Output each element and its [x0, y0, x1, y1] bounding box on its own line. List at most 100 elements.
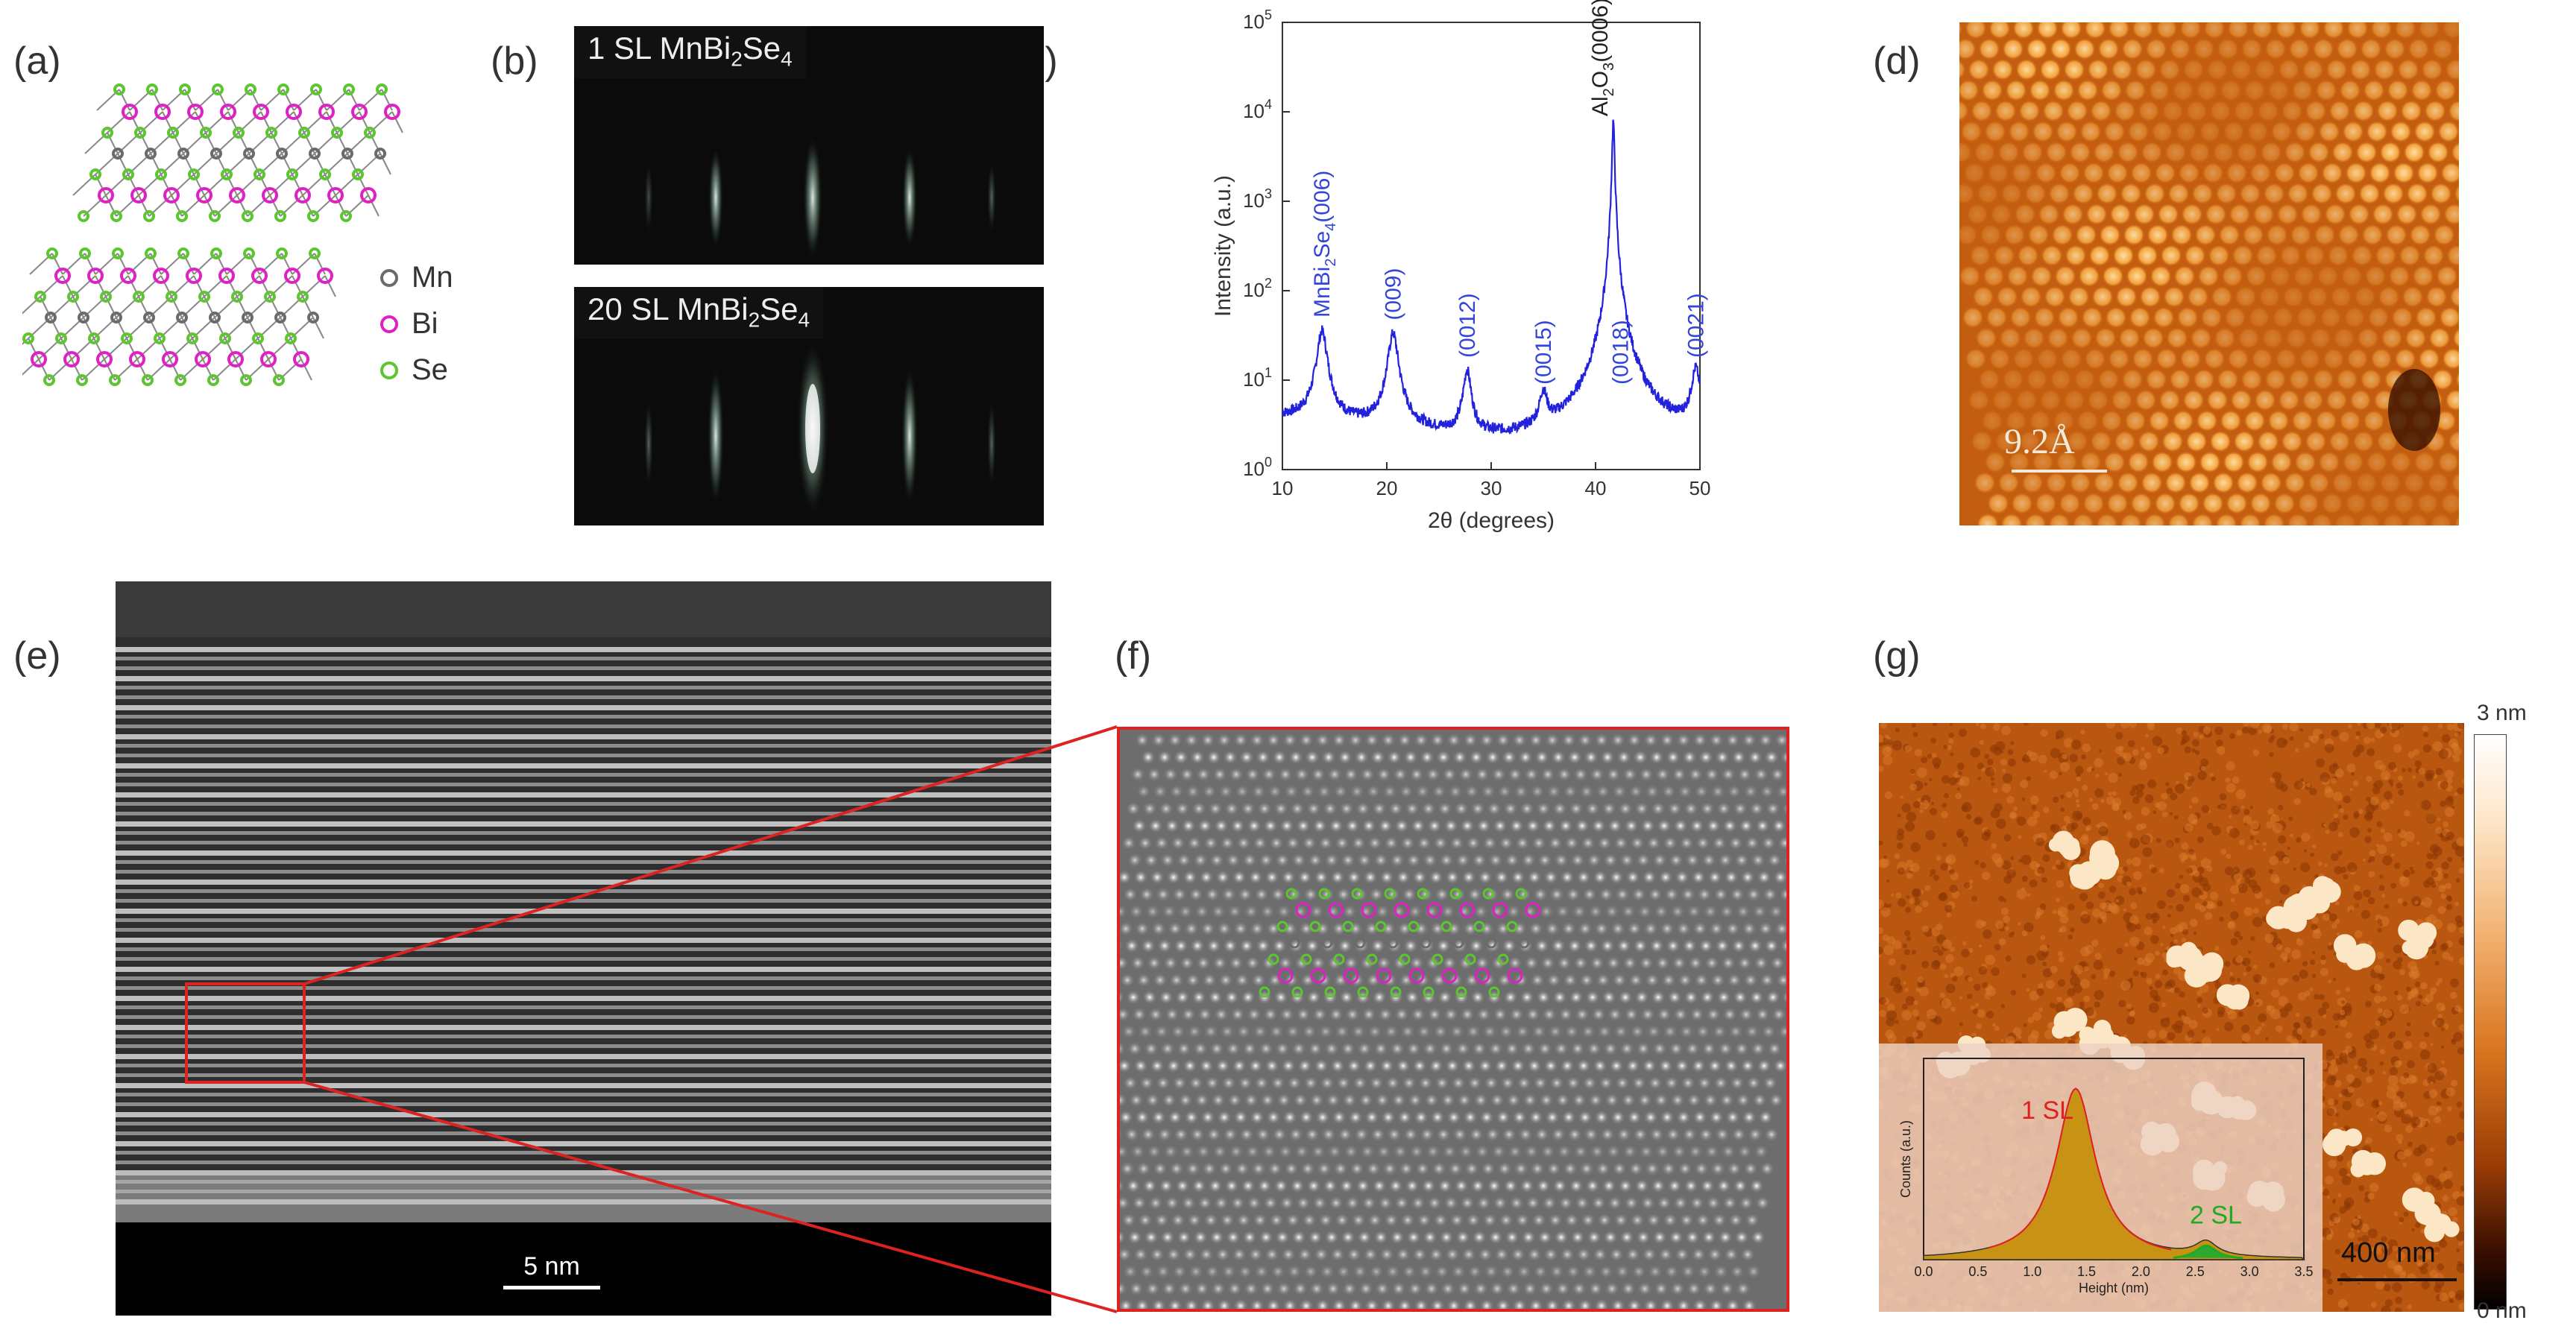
haadf-zoom-image [1117, 727, 1789, 1312]
x-tick-label: 50 [1689, 477, 1711, 499]
atom [274, 210, 286, 222]
stm-scalebar [2012, 470, 2107, 473]
inset-x-tick: 3.5 [2294, 1264, 2313, 1279]
atom [310, 83, 322, 95]
atom [319, 168, 331, 180]
atom [187, 104, 204, 120]
peak-label: (0018) [1609, 320, 1634, 385]
atom [384, 104, 400, 120]
legend-mn: Mn [380, 261, 453, 294]
atom [212, 83, 224, 95]
legend-se: Se [380, 353, 448, 387]
atom [186, 332, 198, 344]
atom [154, 104, 171, 120]
atom [112, 148, 124, 160]
atom [89, 168, 101, 180]
rheed-20sl-title: 20 SL MnBi2Se4 [574, 287, 824, 340]
atom [276, 148, 288, 160]
atom [122, 104, 138, 120]
inset-x-tick: 2.5 [2186, 1264, 2205, 1279]
fit-2sl [2173, 1244, 2243, 1260]
stem-scalebar-label: 5 nm [523, 1252, 580, 1281]
atom [96, 351, 113, 367]
atom [177, 148, 189, 160]
atom [285, 332, 297, 344]
atom [109, 374, 121, 386]
atom [243, 247, 255, 259]
atom [134, 127, 146, 139]
atom [231, 291, 243, 303]
atom [153, 268, 169, 284]
atom [31, 351, 47, 367]
atom [176, 312, 188, 323]
atom [327, 187, 344, 203]
atom [143, 210, 155, 222]
y-axis-label: Intensity (a.u.) [1211, 175, 1235, 317]
atom [360, 187, 377, 203]
inset-x-tick: 0.5 [1968, 1264, 1987, 1279]
atom [245, 83, 256, 95]
legend-se-label: Se [412, 353, 448, 386]
colorbar-min-label: 0 nm [2477, 1298, 2527, 1323]
atom [252, 332, 264, 344]
y-tick-label: 105 [1243, 7, 1272, 33]
y-tick-label: 101 [1243, 365, 1272, 391]
peak-label: (0012) [1455, 293, 1480, 358]
atom [43, 374, 55, 386]
rheed-20sl-streaks [644, 339, 996, 518]
x-tick-label: 20 [1376, 477, 1398, 499]
atom [112, 247, 124, 259]
atom [55, 332, 67, 344]
y-tick-label: 103 [1243, 186, 1272, 212]
atom [351, 104, 368, 120]
atom [284, 268, 300, 284]
atom [274, 312, 286, 323]
peak-label: (009) [1381, 268, 1405, 321]
atom [163, 187, 180, 203]
atom [167, 127, 179, 139]
atom [210, 148, 222, 160]
peak-label: (0015) [1531, 320, 1556, 385]
legend-bi: Bi [380, 307, 438, 341]
atom [200, 127, 212, 139]
panel-label-e: (e) [13, 634, 61, 678]
plot-frame [1282, 22, 1701, 470]
stm-scalebar-label: 9.2Å [2004, 422, 2075, 461]
rheed-1sl-streaks [644, 134, 996, 261]
atom [317, 268, 333, 284]
atom [253, 168, 265, 180]
atom [46, 247, 58, 259]
atom [265, 127, 277, 139]
atom [341, 148, 353, 160]
inset-peak2-label: 2 SL [2190, 1201, 2242, 1229]
atom [264, 291, 276, 303]
atom [209, 312, 221, 323]
atom [22, 332, 34, 344]
colorbar-max-label: 3 nm [2477, 701, 2527, 725]
atom [186, 268, 202, 284]
rheed-1sl-title: 1 SL MnBi2Se4 [574, 26, 806, 79]
stm-image: 9.2Å [1959, 22, 2459, 525]
atom [121, 332, 133, 344]
atom [309, 247, 321, 259]
mn-atom-icon [380, 268, 398, 287]
inset-x-tick: 1.5 [2077, 1264, 2096, 1279]
atom [276, 247, 288, 259]
bi-atom-icon [380, 315, 398, 333]
atom [309, 148, 321, 160]
color-bar [2474, 734, 2507, 1310]
panel-label-b: (b) [491, 40, 538, 83]
atom [298, 127, 310, 139]
atom [273, 374, 285, 386]
stm-lattice [1959, 22, 2459, 525]
peak-label: Al2O3(0006) [1588, 0, 1617, 116]
legend-mn-label: Mn [412, 261, 453, 294]
atom [251, 268, 268, 284]
stem-layers [116, 581, 1051, 1316]
atom [177, 247, 189, 259]
stem-image: 5 nm [116, 581, 1051, 1316]
atom [101, 127, 113, 139]
atom [166, 291, 177, 303]
atom [79, 247, 91, 259]
atom [260, 351, 277, 367]
